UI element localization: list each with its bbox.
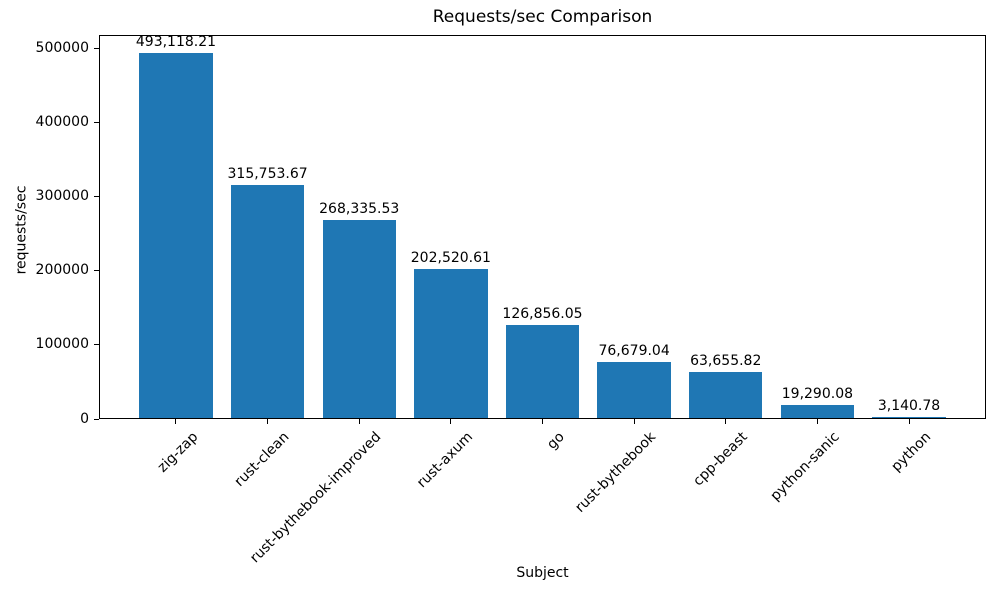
- bar-value-label-cpp-beast: 63,655.82: [690, 352, 762, 369]
- x-tick-label-rust-clean: rust-clean: [232, 429, 293, 490]
- x-tick-mark: [450, 419, 452, 424]
- bar-go: [505, 324, 580, 419]
- bar-rust-clean: [230, 184, 305, 419]
- bar-value-label-python-sanic: 19,290.08: [781, 385, 854, 402]
- x-tick-mark: [542, 419, 543, 424]
- bar-value-label-rust-bythebook-improved: 268,335.53: [319, 200, 400, 217]
- bar-rust-bythebook-improved: [322, 219, 396, 419]
- x-tick-label-go: go: [544, 429, 568, 453]
- bar-zig-zap: [139, 53, 213, 419]
- x-tick-mark: [267, 419, 269, 424]
- y-tick-label: 400000: [35, 113, 89, 130]
- x-tick-label-rust-axum: rust-axum: [414, 429, 477, 492]
- x-tick-label-rust-bythebook: rust-bythebook: [572, 429, 660, 516]
- bar-value-label-go: 126,856.05: [502, 305, 583, 322]
- y-tick-mark: [94, 418, 99, 420]
- y-tick-label: 300000: [35, 188, 89, 204]
- y-tick-mark: [94, 196, 99, 197]
- chart-title: Requests/sec Comparison: [432, 7, 653, 27]
- x-tick-mark: [358, 419, 360, 424]
- x-tick-mark: [725, 419, 727, 424]
- bar-value-label-rust-clean: 315,753.67: [227, 165, 308, 182]
- bar-value-label-zig-zap: 493,118.21: [135, 34, 217, 51]
- bar-rust-bythebook: [597, 362, 671, 419]
- bar-python-sanic: [780, 404, 855, 419]
- bar-rust-axum: [414, 268, 488, 419]
- bar-value-label-python: 3,140.78: [877, 397, 941, 414]
- x-axis-title: Subject: [516, 565, 569, 581]
- x-tick-mark: [816, 419, 818, 424]
- y-axis-title-text: requests/sec: [13, 185, 30, 275]
- y-tick-mark: [94, 47, 99, 49]
- x-tick-label-zig-zap: zig-zap: [154, 429, 202, 476]
- y-tick-label: 100000: [35, 336, 89, 353]
- x-tick-label-cpp-beast: cpp-beast: [690, 429, 752, 490]
- y-tick-mark: [94, 344, 99, 346]
- x-tick-mark: [633, 419, 635, 424]
- bar-python: [872, 416, 946, 419]
- x-tick-label-python: python: [888, 429, 935, 475]
- y-tick-label: 200000: [35, 262, 89, 279]
- bar-value-label-rust-axum: 202,520.61: [410, 249, 491, 266]
- bar-value-label-rust-bythebook: 76,679.04: [598, 343, 670, 360]
- bar-cpp-beast: [689, 371, 763, 419]
- y-tick-mark: [94, 121, 99, 123]
- y-tick-mark: [94, 270, 99, 272]
- y-tick-label: 500000: [35, 39, 89, 56]
- x-tick-label-python-sanic: python-sanic: [767, 429, 843, 505]
- x-tick-mark: [908, 419, 910, 424]
- y-tick-label: 0: [80, 410, 89, 427]
- x-tick-mark: [175, 419, 177, 424]
